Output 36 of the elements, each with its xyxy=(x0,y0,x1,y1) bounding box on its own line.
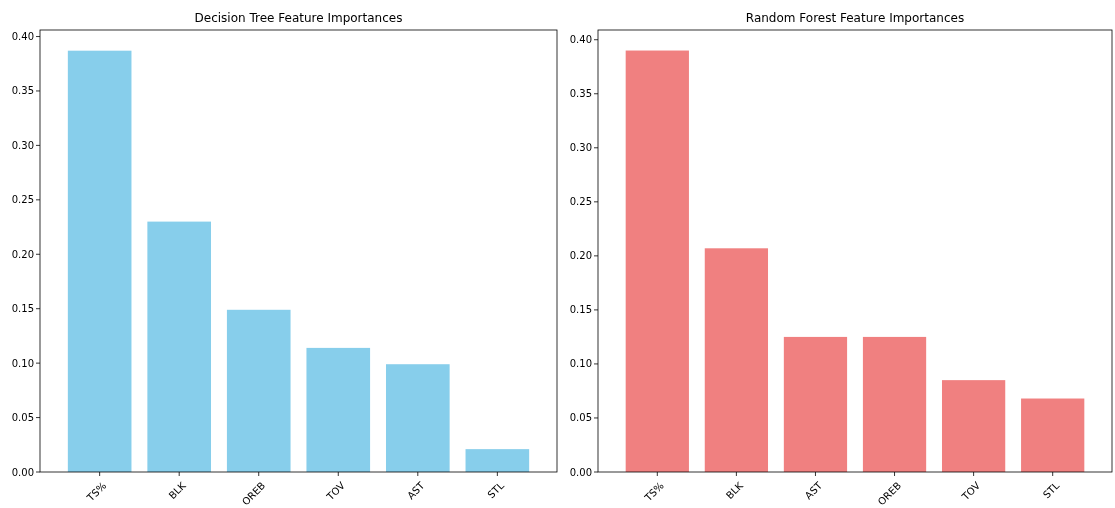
bar xyxy=(862,336,927,472)
y-tick-label: 0.40 xyxy=(569,34,592,46)
bar xyxy=(226,309,291,472)
bar xyxy=(1021,398,1085,472)
y-tick-label: 0.30 xyxy=(569,142,592,154)
bar xyxy=(147,221,212,472)
chart-title: Decision Tree Feature Importances xyxy=(194,11,403,25)
x-tick-label: STL xyxy=(485,479,507,501)
y-tick-label: 0.20 xyxy=(569,250,592,262)
bar xyxy=(783,336,848,472)
y-tick-label: 0.00 xyxy=(569,466,592,478)
y-tick-label: 0.10 xyxy=(569,358,592,370)
y-tick-label: 0.05 xyxy=(11,412,34,424)
x-tick-label: STL xyxy=(1040,479,1062,501)
bar xyxy=(306,347,371,472)
y-tick-label: 0.00 xyxy=(11,466,34,478)
chart-title: Random Forest Feature Importances xyxy=(745,11,965,25)
x-tick-label: BLK xyxy=(166,479,189,502)
y-tick-label: 0.10 xyxy=(11,357,34,369)
y-tick-label: 0.35 xyxy=(569,88,592,100)
y-tick-label: 0.35 xyxy=(11,85,34,97)
x-tick-label: TS% xyxy=(84,479,109,504)
y-tick-label: 0.40 xyxy=(11,31,34,43)
bar xyxy=(625,50,689,472)
y-tick-label: 0.25 xyxy=(569,196,592,208)
bar xyxy=(67,50,132,472)
y-tick-label: 0.05 xyxy=(569,412,592,424)
bar xyxy=(465,449,530,472)
y-tick-label: 0.15 xyxy=(11,303,34,315)
y-tick-label: 0.15 xyxy=(569,304,592,316)
bar xyxy=(704,248,769,472)
y-tick-label: 0.25 xyxy=(11,194,34,206)
bar xyxy=(385,364,450,472)
bar xyxy=(941,380,1006,472)
y-tick-label: 0.30 xyxy=(11,139,34,151)
y-tick-label: 0.20 xyxy=(11,248,34,260)
